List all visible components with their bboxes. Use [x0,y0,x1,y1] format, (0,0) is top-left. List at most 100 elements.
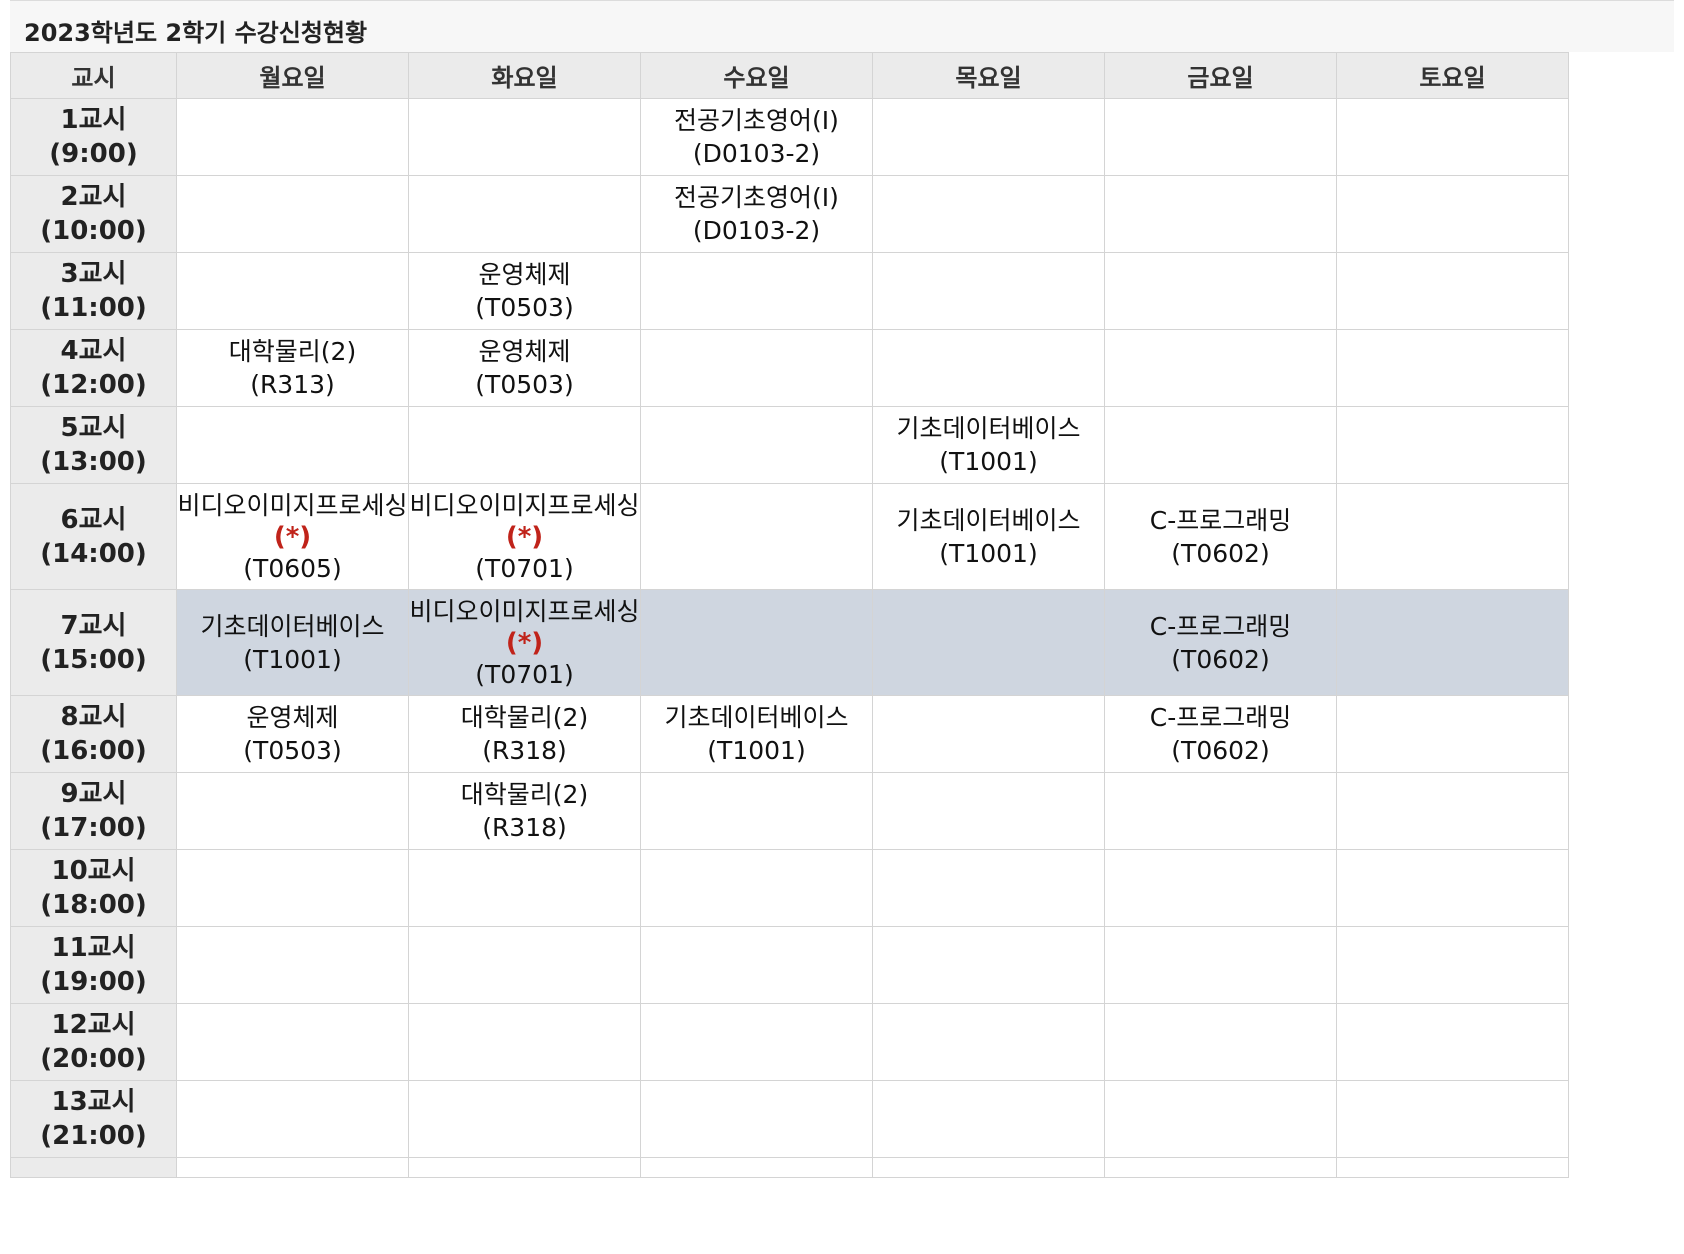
period-time: (19:00) [40,967,147,997]
conflict-mark: (*) [505,521,544,552]
course-room: (T0701) [475,553,574,583]
period-number: 5교시 [60,413,127,443]
course-name: 운영체제 [478,260,571,289]
slot-tuesday[interactable]: 비디오이미지프로세싱 (*) (T0701) [408,483,641,590]
course-name: 운영체제 [246,703,339,732]
conflict-mark: (*) [273,521,312,552]
slot-friday [1104,772,1337,850]
slot-tuesday[interactable]: 운영체제 (T0503) [408,329,641,407]
period-row: 12교시 (20:00) [10,1003,1569,1081]
course-name: 기초데이터베이스 [200,611,385,641]
slot-monday[interactable]: 운영체제 (T0503) [176,695,409,773]
course-name: 운영체제 [478,337,571,366]
slot-tuesday [408,175,641,253]
period-time: (18:00) [40,890,147,920]
course-room: (R318) [482,813,567,842]
period-label: 4교시 (12:00) [10,329,177,407]
slot-monday[interactable]: 비디오이미지프로세싱 (*) (T0605) [176,483,409,590]
period-number: 4교시 [60,336,127,366]
course-name: 비디오이미지프로세싱 [177,490,408,520]
slot-wednesday[interactable]: 전공기초영어(Ⅰ) (D0103-2) [640,98,873,176]
period-row: 11교시 (19:00) [10,926,1569,1004]
slot-tuesday [408,98,641,176]
slot-wednesday [640,483,873,590]
slot-tuesday[interactable]: 대학물리(2) (R318) [408,772,641,850]
slot-friday[interactable]: C-프로그래밍 (T0602) [1104,483,1337,590]
slot-tuesday[interactable]: 운영체제 (T0503) [408,252,641,330]
period-number: 11교시 [51,933,136,963]
course-room: (T1001) [243,644,342,674]
header-tuesday: 화요일 [408,52,641,99]
slot-monday [176,849,409,927]
course-name: 비디오이미지프로세싱 [409,596,640,626]
course-name: C-프로그래밍 [1149,505,1292,535]
slot-saturday [1336,406,1569,484]
slot-thursday [872,695,1105,773]
period-number: 7교시 [60,610,127,641]
course-room: (T1001) [707,736,806,765]
course-name: 대학물리(2) [228,337,357,366]
header-wednesday: 수요일 [640,52,873,99]
period-row: 2교시 (10:00) 전공기초영어(Ⅰ) (D0103-2) [10,175,1569,253]
period-time: (21:00) [40,1121,147,1151]
slot-tuesday[interactable]: 비디오이미지프로세싱 (*) (T0701) [408,589,641,696]
course-name: 대학물리(2) [460,703,589,732]
header-saturday: 토요일 [1336,52,1569,99]
header-thursday: 목요일 [872,52,1105,99]
slot-monday[interactable]: 대학물리(2) (R313) [176,329,409,407]
period-number: 9교시 [60,779,127,809]
slot-friday[interactable]: C-프로그래밍 (T0602) [1104,695,1337,773]
slot-wednesday [640,772,873,850]
period-time: (14:00) [40,538,147,569]
period-label: 6교시 (14:00) [10,483,177,590]
course-room: (T0503) [475,370,574,399]
title-bar: 2023학년도 2학기 수강신청현황 [10,0,1674,52]
course-name: 전공기초영어(Ⅰ) [674,106,839,135]
slot-wednesday[interactable]: 전공기초영어(Ⅰ) (D0103-2) [640,175,873,253]
period-label: 7교시 (15:00) [10,589,177,696]
period-number: 10교시 [51,856,136,886]
slot-monday [176,1157,409,1178]
slot-wednesday [640,329,873,407]
slot-thursday[interactable]: 기초데이터베이스 (T1001) [872,483,1105,590]
slot-friday [1104,252,1337,330]
slot-monday [176,926,409,1004]
period-label: 8교시 (16:00) [10,695,177,773]
slot-thursday [872,1080,1105,1158]
slot-friday [1104,1003,1337,1081]
slot-monday [176,1080,409,1158]
period-number: 2교시 [60,182,127,212]
slot-thursday [872,329,1105,407]
slot-thursday [872,772,1105,850]
period-time: (10:00) [40,216,147,246]
period-label: 11교시 (19:00) [10,926,177,1004]
period-row: 6교시 (14:00) 비디오이미지프로세싱 (*) (T0605) 비디오이미지프로세싱… [10,483,1569,590]
period-label: 9교시 (17:00) [10,772,177,850]
slot-thursday[interactable]: 기초데이터베이스 (T1001) [872,406,1105,484]
slot-friday [1104,926,1337,1004]
period-row: 7교시 (15:00) 기초데이터베이스 (T1001) 비디오이미지프로세싱 (*) (T… [10,589,1569,696]
period-time: (9:00) [49,139,138,169]
course-room: (D0103-2) [692,139,821,168]
header-period: 교시 [10,52,177,99]
slot-friday [1104,406,1337,484]
slot-tuesday [408,1080,641,1158]
period-number: 6교시 [60,504,127,535]
slot-monday [176,1003,409,1081]
period-time: (16:00) [40,736,147,766]
slot-friday[interactable]: C-프로그래밍 (T0602) [1104,589,1337,696]
course-room: (T1001) [939,538,1038,568]
slot-wednesday [640,252,873,330]
course-name: C-프로그래밍 [1149,611,1292,641]
period-time: (20:00) [40,1044,147,1074]
slot-monday [176,175,409,253]
period-time: (11:00) [40,293,147,323]
course-room: (D0103-2) [692,216,821,245]
slot-tuesday[interactable]: 대학물리(2) (R318) [408,695,641,773]
slot-thursday [872,252,1105,330]
slot-friday [1104,849,1337,927]
slot-friday [1104,175,1337,253]
slot-wednesday[interactable]: 기초데이터베이스 (T1001) [640,695,873,773]
slot-monday[interactable]: 기초데이터베이스 (T1001) [176,589,409,696]
slot-saturday [1336,926,1569,1004]
